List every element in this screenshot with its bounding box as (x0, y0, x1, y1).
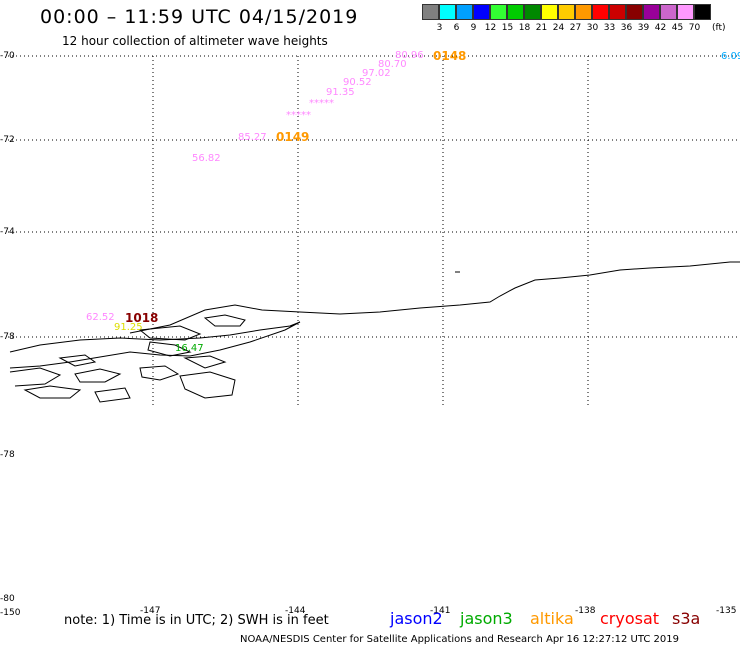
legend-label: 33 (603, 23, 616, 33)
legend-swatch (422, 4, 439, 20)
wave-height-value: 85.27 (238, 132, 267, 143)
legend-label: 30 (586, 23, 599, 33)
pass-time-label: 0149 (276, 130, 310, 144)
lon-label: -138 (575, 606, 596, 616)
wave-height-value: 97.02 (362, 68, 391, 79)
wave-height-value: 91.25 (114, 322, 143, 333)
legend-swatch (524, 4, 541, 20)
graticule (8, 55, 740, 405)
lat-label: -78 (0, 332, 15, 342)
legend-label: 39 (637, 23, 650, 33)
legend-label: 6 (453, 23, 460, 33)
wave-height-value: 56.82 (192, 153, 221, 164)
legend-swatch (490, 4, 507, 20)
wave-height-value: 16.47 (175, 343, 204, 354)
lat-label: -74 (0, 227, 15, 237)
legend-swatch (575, 4, 592, 20)
legend-swatch (558, 4, 575, 20)
legend-label: 18 (518, 23, 531, 33)
wave-height-value: 80.96 (395, 50, 424, 61)
legend-swatch (609, 4, 626, 20)
satellite-legend-jason2: jason2 (390, 609, 443, 628)
map-subtitle: 12 hour collection of altimeter wave hei… (62, 34, 328, 48)
lon-label: -147 (140, 606, 161, 616)
pass-time-label: 0148 (433, 49, 467, 63)
legend-label: 15 (501, 23, 514, 33)
legend-label: 24 (552, 23, 565, 33)
wave-height-value: 91.35 (326, 87, 355, 98)
legend-swatch (456, 4, 473, 20)
pass-time-label: 1018 (125, 311, 159, 325)
legend-swatch (473, 4, 490, 20)
lon-label: -141 (430, 606, 451, 616)
wave-height-value: 90.52 (343, 77, 372, 88)
legend-label: 12 (484, 23, 497, 33)
legend-swatch (541, 4, 558, 20)
legend-label: 45 (671, 23, 684, 33)
legend-swatch (592, 4, 609, 20)
legend-swatch (439, 4, 456, 20)
wave-height-value: 6.09 (721, 51, 740, 62)
units-note: note: 1) Time is in UTC; 2) SWH is in fe… (64, 613, 329, 628)
legend-swatch (626, 4, 643, 20)
map-title: 00:00 – 11:59 UTC 04/15/2019 (40, 6, 359, 28)
legend-swatch (677, 4, 694, 20)
legend-swatch (660, 4, 677, 20)
legend-swatch (694, 4, 711, 20)
legend-label: 21 (535, 23, 548, 33)
lon-label: -144 (285, 606, 306, 616)
wave-height-value: ***** (309, 98, 334, 109)
lat-label: -80 (0, 594, 15, 604)
wave-height-value: ***** (286, 110, 311, 121)
legend-label: 70 (688, 23, 701, 33)
legend-label: 3 (436, 23, 443, 33)
lat-label: -78 (0, 450, 15, 460)
coastline (9, 261, 740, 403)
lat-label: -72 (0, 135, 15, 145)
legend-unit: (ft) (712, 23, 726, 33)
legend-swatch (507, 4, 524, 20)
legend-swatch (643, 4, 660, 20)
satellite-legend-altika: altika (530, 609, 574, 628)
wave-height-value: 62.52 (86, 312, 115, 323)
lat-label: -70 (0, 51, 15, 61)
satellite-legend-jason3: jason3 (460, 609, 513, 628)
lon-label: -135 (716, 606, 737, 616)
wave-height-value: 80.70 (378, 59, 407, 70)
legend-label: 27 (569, 23, 582, 33)
legend-label: 36 (620, 23, 633, 33)
legend-label: 9 (470, 23, 477, 33)
legend-label: 42 (654, 23, 667, 33)
satellite-legend-s3a: s3a (672, 609, 701, 628)
footer-credit: NOAA/NESDIS Center for Satellite Applica… (240, 634, 679, 645)
lon-label: -150 (0, 608, 21, 618)
satellite-legend-cryosat: cryosat (600, 609, 660, 628)
